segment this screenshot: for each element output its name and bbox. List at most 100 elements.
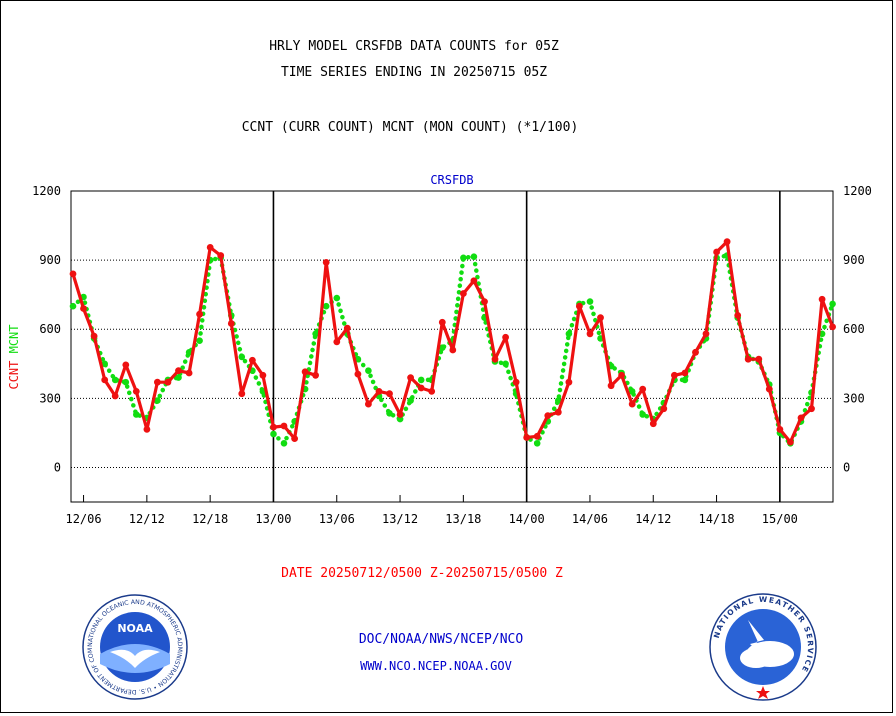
data-point xyxy=(196,337,203,345)
data-point xyxy=(829,323,836,331)
data-point xyxy=(417,384,425,392)
data-point xyxy=(787,438,794,446)
data-point xyxy=(586,330,594,338)
data-point xyxy=(154,397,161,404)
data-point xyxy=(692,348,699,356)
data-point xyxy=(386,410,393,417)
data-point xyxy=(375,388,383,395)
data-point xyxy=(481,298,488,305)
y-tick-label: 0 xyxy=(843,460,850,474)
data-point xyxy=(132,388,140,395)
data-point xyxy=(122,378,130,386)
series-layer xyxy=(69,238,836,447)
data-point xyxy=(396,411,404,418)
data-point xyxy=(765,385,773,393)
noaa-logo: NOAA NATIONAL OCEANIC AND ATMOSPHERIC AD… xyxy=(82,594,188,700)
data-point xyxy=(111,376,119,384)
data-point xyxy=(565,378,573,386)
data-point xyxy=(333,294,341,302)
data-point xyxy=(80,305,87,312)
data-point xyxy=(428,388,436,395)
data-point xyxy=(576,302,583,310)
data-point xyxy=(386,390,393,398)
series-description: CCNT (CURR COUNT) MCNT (MON COUNT) (*1/1… xyxy=(241,120,579,135)
data-point xyxy=(470,253,478,260)
data-point xyxy=(407,397,414,404)
data-point xyxy=(607,382,615,390)
data-point xyxy=(660,405,668,413)
data-point xyxy=(154,378,161,386)
data-point xyxy=(69,302,77,310)
data-point xyxy=(776,426,784,433)
data-point xyxy=(449,346,457,354)
x-tick-label: 14/12 xyxy=(635,512,671,526)
data-point xyxy=(227,320,235,327)
day-dividers xyxy=(272,191,781,502)
y-label-mcnt: MCNT xyxy=(7,324,21,353)
chart-subtitle: TIME SERIES ENDING IN 20250715 05Z xyxy=(280,65,548,80)
panel-label: CRSFDB xyxy=(430,173,473,187)
data-point xyxy=(69,270,77,278)
data-point xyxy=(829,300,836,308)
series-line xyxy=(71,240,835,444)
x-tick-label: 14/06 xyxy=(572,512,608,526)
x-tick-label: 14/00 xyxy=(509,512,545,526)
data-point xyxy=(259,371,267,379)
x-tick-label: 12/06 xyxy=(65,512,101,526)
data-point xyxy=(101,360,108,368)
data-point xyxy=(175,374,182,381)
data-point xyxy=(365,400,372,408)
data-point xyxy=(586,298,594,305)
x-tick-label: 13/18 xyxy=(445,512,481,526)
x-tick-label: 12/18 xyxy=(192,512,228,526)
data-point xyxy=(175,367,182,375)
data-point xyxy=(681,369,689,377)
data-point xyxy=(544,412,552,419)
data-point xyxy=(755,355,763,363)
data-point xyxy=(818,295,826,303)
data-point xyxy=(628,388,636,395)
data-point xyxy=(333,338,341,346)
data-point xyxy=(407,374,414,381)
data-point xyxy=(90,332,98,340)
data-point xyxy=(185,369,193,377)
y-axis-left: 0 300 600 900 1200 xyxy=(32,184,61,474)
data-point xyxy=(681,376,689,384)
data-point xyxy=(713,248,720,256)
data-point xyxy=(470,277,478,285)
data-point xyxy=(343,324,351,332)
data-point xyxy=(597,314,604,322)
series-ccnt xyxy=(69,238,836,446)
y-tick-label: 300 xyxy=(843,391,865,405)
y-tick-label: 900 xyxy=(843,253,865,267)
y-tick-label: 0 xyxy=(54,460,61,474)
x-axis-ticks xyxy=(83,495,781,502)
noaa-logo-text: NOAA xyxy=(117,622,153,635)
data-point xyxy=(301,368,309,376)
chart-title: HRLY MODEL CRSFDB DATA COUNTS for 05Z xyxy=(269,39,559,54)
data-point xyxy=(280,440,288,447)
data-point xyxy=(502,333,509,341)
x-tick-label: 13/12 xyxy=(382,512,418,526)
data-point xyxy=(354,370,362,378)
data-point xyxy=(744,355,752,363)
data-point xyxy=(249,356,256,364)
data-point xyxy=(639,385,647,393)
data-point xyxy=(270,423,277,431)
data-point xyxy=(808,405,815,413)
data-point xyxy=(111,392,119,400)
credit-line-url[interactable]: WWW.NCO.NCEP.NOAA.GOV xyxy=(360,659,512,673)
data-point xyxy=(649,420,657,428)
data-point xyxy=(797,414,805,422)
data-point xyxy=(512,378,520,386)
data-point xyxy=(322,302,330,310)
data-point xyxy=(238,390,246,398)
x-axis: 12/06 12/12 12/18 13/00 13/06 13/12 13/18 14/00… xyxy=(65,512,797,526)
y-label-ccnt: CCNT xyxy=(7,361,21,390)
y-tick-label: 1200 xyxy=(843,184,872,198)
data-point xyxy=(502,360,509,368)
data-point xyxy=(122,361,130,369)
data-point xyxy=(291,435,298,442)
